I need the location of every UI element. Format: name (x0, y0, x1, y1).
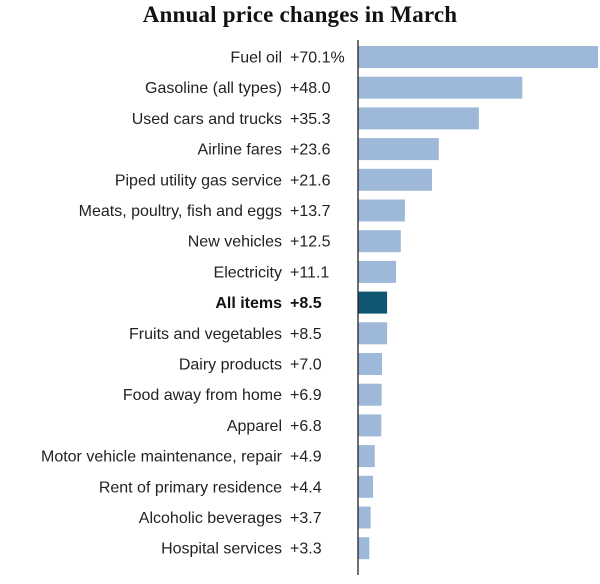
value-label-hospital-services: +3.3 (290, 541, 322, 558)
value-label-dairy-products: +7.0 (290, 357, 322, 374)
category-label-alcoholic-beverages: Alcoholic beverages (139, 510, 282, 527)
category-label-electricity: Electricity (214, 264, 282, 281)
bar-electricity (358, 260, 397, 283)
value-label-apparel: +6.8 (290, 418, 322, 435)
value-label-fuel-oil: +70.1% (290, 50, 345, 67)
bar-fuel-oil (358, 46, 598, 68)
category-label-apparel: Apparel (227, 418, 282, 435)
bar-meats-poultry-fish-and-eggs (358, 199, 405, 222)
category-label-fuel-oil: Fuel oil (230, 50, 282, 67)
category-label-fruits-and-vegetables: Fruits and vegetables (129, 326, 282, 343)
category-label-new-vehicles: New vehicles (188, 234, 282, 251)
value-label-motor-vehicle-maintenance-repair: +4.9 (290, 449, 322, 466)
value-label-airline-fares: +23.6 (290, 142, 331, 159)
value-label-piped-utility-gas-service: +21.6 (290, 172, 331, 189)
bars-group (358, 46, 598, 560)
bar-rent-of-primary-residence (358, 475, 374, 498)
value-labels: +70.1% +48.0 +35.3 +23.6 +21.6 +13.7 +12.5 +11.… (290, 50, 345, 558)
bar-fruits-and-vegetables (358, 322, 388, 345)
bar-gasoline-all-types (358, 76, 523, 99)
bar-airline-fares (358, 138, 439, 161)
category-label-food-away-from-home: Food away from home (123, 387, 282, 404)
bar-food-away-from-home (358, 383, 382, 406)
bar-all-items (358, 291, 388, 314)
value-label-meats-poultry-fish-and-eggs: +13.7 (290, 203, 331, 220)
bar-alcoholic-beverages (358, 506, 371, 529)
value-label-rent-of-primary-residence: +4.4 (290, 479, 322, 496)
category-label-airline-fares: Airline fares (198, 142, 282, 159)
category-labels: Fuel oil Gasoline (all types) Used cars an… (41, 50, 283, 558)
value-label-fruits-and-vegetables: +8.5 (290, 326, 322, 343)
category-label-dairy-products: Dairy products (179, 357, 282, 374)
category-label-gasoline-all-types: Gasoline (all types) (145, 80, 282, 97)
value-label-food-away-from-home: +6.9 (290, 387, 322, 404)
bar-hospital-services (358, 537, 370, 560)
value-label-electricity: +11.1 (290, 264, 329, 281)
value-label-gasoline-all-types: +48.0 (290, 80, 331, 97)
value-label-used-cars-and-trucks: +35.3 (290, 111, 331, 128)
bar-used-cars-and-trucks (358, 107, 479, 130)
category-label-hospital-services: Hospital services (161, 541, 282, 558)
bar-apparel (358, 414, 382, 437)
bar-motor-vehicle-maintenance-repair (358, 445, 375, 468)
value-label-alcoholic-beverages: +3.7 (290, 510, 322, 527)
category-label-meats-poultry-fish-and-eggs: Meats, poultry, fish and eggs (79, 203, 282, 220)
category-label-used-cars-and-trucks: Used cars and trucks (132, 111, 282, 128)
category-label-motor-vehicle-maintenance-repair: Motor vehicle maintenance, repair (41, 449, 283, 466)
bar-new-vehicles (358, 230, 401, 253)
value-label-new-vehicles: +12.5 (290, 234, 331, 251)
bar-dairy-products (358, 353, 382, 375)
category-label-all-items: All items (215, 295, 282, 312)
value-label-all-items: +8.5 (290, 295, 322, 312)
category-label-piped-utility-gas-service: Piped utility gas service (115, 172, 282, 189)
category-label-rent-of-primary-residence: Rent of primary residence (99, 479, 282, 496)
bar-piped-utility-gas-service (358, 168, 432, 191)
chart-title: Annual price changes in March (142, 2, 458, 27)
